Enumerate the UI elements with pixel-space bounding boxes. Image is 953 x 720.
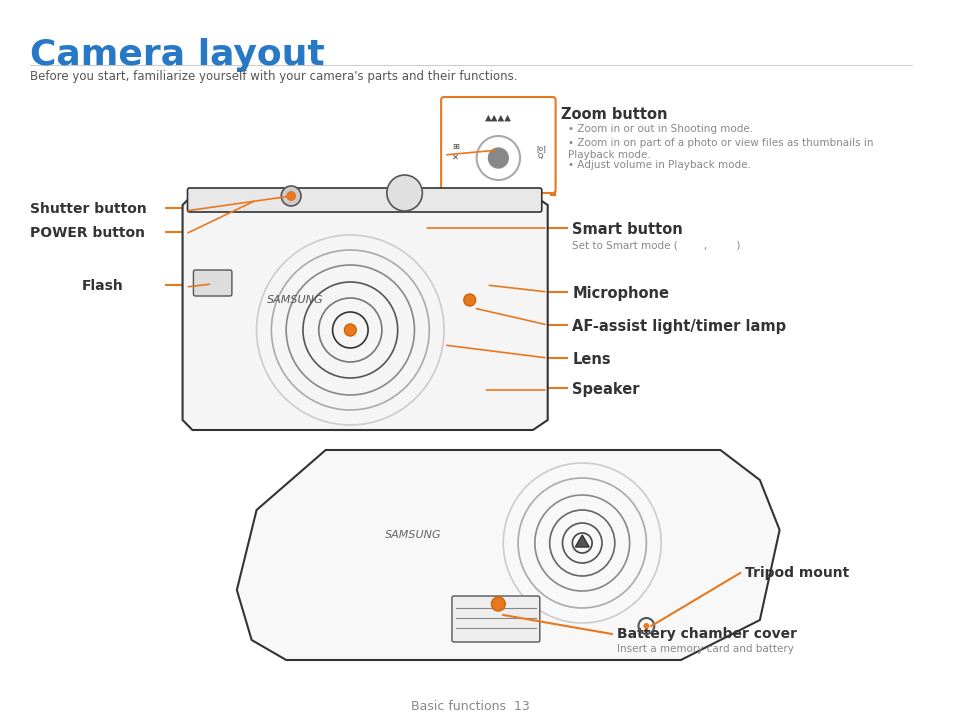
Text: Basic functions  13: Basic functions 13 (411, 700, 530, 713)
Circle shape (281, 186, 301, 206)
Text: • Zoom in or out in Shooting mode.: • Zoom in or out in Shooting mode. (568, 124, 753, 134)
Circle shape (488, 148, 508, 168)
Text: POWER button: POWER button (30, 226, 145, 240)
Text: [o]
Q: [o] Q (536, 145, 545, 159)
Text: • Zoom in on part of a photo or view files as thumbnails in
Playback mode.: • Zoom in on part of a photo or view fil… (568, 138, 873, 160)
Circle shape (386, 175, 422, 211)
Circle shape (491, 597, 505, 611)
Text: SAMSUNG: SAMSUNG (384, 530, 441, 540)
Text: AF-assist light/timer lamp: AF-assist light/timer lamp (572, 319, 785, 334)
Text: Zoom button: Zoom button (560, 107, 666, 122)
Text: Microphone: Microphone (572, 286, 669, 301)
Text: SAMSUNG: SAMSUNG (266, 295, 323, 305)
Text: Camera layout: Camera layout (30, 38, 324, 72)
Text: Smart button: Smart button (572, 222, 682, 237)
Text: Before you start, familiarize yourself with your camera's parts and their functi: Before you start, familiarize yourself w… (30, 70, 517, 83)
Text: Speaker: Speaker (572, 382, 639, 397)
Text: ⊞
✕: ⊞ ✕ (452, 143, 459, 162)
Circle shape (642, 623, 649, 629)
FancyBboxPatch shape (452, 596, 539, 642)
Text: Lens: Lens (572, 352, 610, 367)
Text: Battery chamber cover: Battery chamber cover (617, 627, 796, 641)
Text: Tripod mount: Tripod mount (744, 566, 848, 580)
Polygon shape (182, 195, 547, 430)
Text: Set to Smart mode (        ,         ): Set to Smart mode ( , ) (572, 240, 740, 250)
Circle shape (286, 191, 295, 201)
Text: • Adjust volume in Playback mode.: • Adjust volume in Playback mode. (568, 160, 751, 170)
Text: Flash: Flash (82, 279, 124, 293)
FancyBboxPatch shape (440, 97, 555, 193)
FancyBboxPatch shape (188, 188, 541, 212)
Polygon shape (236, 450, 779, 660)
Text: Insert a memory card and battery: Insert a memory card and battery (617, 644, 793, 654)
Polygon shape (575, 535, 589, 547)
Text: ▲▲▲▲: ▲▲▲▲ (484, 113, 512, 123)
Circle shape (463, 294, 476, 306)
Text: Shutter button: Shutter button (30, 202, 146, 216)
FancyBboxPatch shape (193, 270, 232, 296)
Circle shape (344, 324, 355, 336)
